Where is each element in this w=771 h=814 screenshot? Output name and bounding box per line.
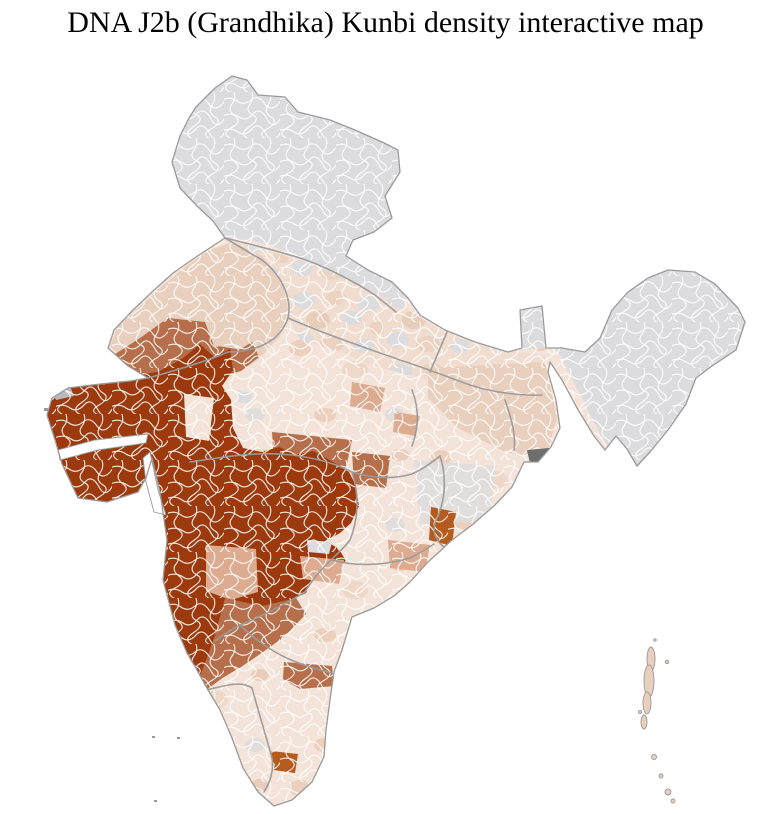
andaman-nicobar-islands[interactable] bbox=[637, 638, 676, 804]
page-title: DNA J2b (Grandhika) Kunbi density intera… bbox=[67, 6, 704, 39]
gulf-of-kutch bbox=[57, 433, 149, 461]
west-coast-islets bbox=[44, 408, 180, 802]
state-borders bbox=[147, 237, 543, 793]
